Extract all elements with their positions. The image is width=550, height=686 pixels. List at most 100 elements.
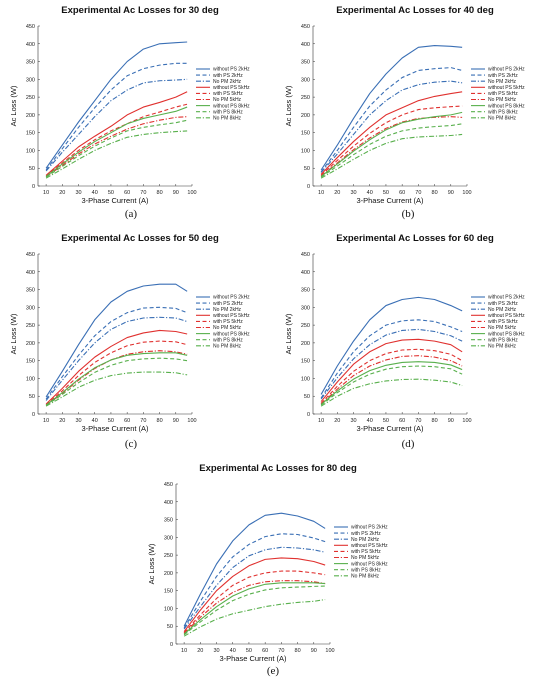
x-tick-label: 100 (462, 418, 471, 424)
legend-entry: without PS 5kHz (213, 85, 250, 91)
x-tick-label: 60 (262, 648, 268, 654)
series-line-8 (183, 585, 326, 636)
series-line-5 (320, 348, 463, 404)
y-tick-label: 400 (164, 500, 173, 506)
x-tick-label: 10 (318, 418, 324, 424)
y-tick-label: 50 (29, 166, 35, 172)
x-tick-label: 40 (92, 418, 98, 424)
y-tick-label: 350 (26, 60, 35, 66)
x-tick-label: 20 (59, 190, 65, 196)
series-line-4 (320, 91, 463, 175)
legend-entry: without PS 2kHz (488, 295, 525, 301)
y-tick-label: 250 (301, 323, 310, 329)
legend-entry: without PS 2kHz (488, 67, 525, 73)
y-tick-label: 300 (26, 305, 35, 311)
series-line-5 (45, 103, 188, 177)
y-tick-label: 300 (26, 77, 35, 83)
y-tick-label: 300 (301, 77, 310, 83)
y-tick-label: 400 (301, 42, 310, 48)
legend-entry: with PS 5kHz (213, 319, 243, 325)
series-line-4 (45, 329, 188, 405)
series-line-5 (45, 340, 188, 406)
y-tick-label: 350 (164, 518, 173, 524)
y-tick-label: 350 (26, 288, 35, 294)
legend-entry: No PM 8kHz (213, 344, 242, 350)
y-tick-label: 0 (32, 412, 35, 418)
legend-entry: without PS 8kHz (213, 331, 250, 337)
chart-60deg: Experimental Ac Losses for 60 deg 0 50 100 1… (284, 233, 525, 433)
y-tick-label: 300 (164, 535, 173, 541)
x-tick-label: 80 (432, 418, 438, 424)
x-tick-label: 10 (43, 418, 49, 424)
y-tick-label: 0 (170, 642, 173, 648)
series-line-6 (45, 116, 188, 178)
x-tick-label: 40 (367, 190, 373, 196)
series-line-5 (183, 570, 326, 633)
x-tick-label: 90 (173, 190, 179, 196)
series-line-1 (183, 512, 326, 627)
x-tick-label: 30 (350, 190, 356, 196)
legend-entry: without PS 2kHz (213, 295, 250, 301)
x-tick-label: 100 (187, 418, 196, 424)
caption-e: (e) (266, 665, 280, 677)
y-tick-label: 400 (26, 42, 35, 48)
y-tick-label: 50 (304, 394, 310, 400)
legend-entry: without PS 5kHz (488, 85, 525, 91)
x-tick-label: 60 (124, 418, 130, 424)
x-axis-label: 3-Phase Current (A) (219, 654, 287, 663)
series-line-8 (45, 119, 188, 178)
x-tick-label: 60 (399, 190, 405, 196)
y-tick-label: 200 (164, 571, 173, 577)
x-axis-label: 3-Phase Current (A) (356, 424, 424, 433)
series-line-9 (183, 599, 326, 637)
y-axis-label: Ac Loss (W) (9, 85, 18, 126)
y-tick-label: 350 (301, 288, 310, 294)
y-tick-label: 450 (301, 252, 310, 258)
legend-entry: without PS 5kHz (351, 543, 388, 549)
legend-entry: No PM 5kHz (213, 97, 242, 103)
legend-entry: No PM 2kHz (213, 307, 242, 313)
y-tick-label: 250 (26, 95, 35, 101)
legend-entry: No PM 2kHz (488, 307, 517, 313)
x-tick-label: 70 (140, 190, 146, 196)
x-tick-label: 20 (59, 418, 65, 424)
legend-entry: No PM 2kHz (213, 79, 242, 85)
x-tick-label: 70 (415, 418, 421, 424)
chart-40deg: Experimental Ac Losses for 40 deg 0 50 100 1… (284, 5, 525, 205)
x-tick-label: 60 (124, 190, 130, 196)
series-line-8 (320, 123, 463, 178)
caption-d: (d) (401, 438, 415, 450)
legend-entry: without PS 5kHz (213, 313, 250, 319)
y-tick-label: 100 (301, 148, 310, 154)
y-tick-label: 450 (26, 24, 35, 30)
y-tick-label: 450 (26, 252, 35, 258)
x-tick-label: 20 (334, 418, 340, 424)
y-tick-label: 250 (301, 95, 310, 101)
y-tick-label: 450 (301, 24, 310, 30)
y-tick-label: 150 (301, 359, 310, 365)
caption-a: (a) (124, 208, 138, 220)
legend-entry: with PS 2kHz (488, 73, 518, 79)
y-tick-label: 200 (26, 113, 35, 119)
series-line-7 (45, 352, 188, 406)
legend-entry: without PS 8kHz (488, 331, 525, 337)
x-tick-label: 70 (140, 418, 146, 424)
x-tick-label: 100 (462, 190, 471, 196)
x-tick-label: 70 (278, 648, 284, 654)
series-line-4 (320, 338, 463, 402)
x-tick-label: 30 (350, 418, 356, 424)
legend-entry: with PS 2kHz (351, 531, 381, 537)
legend-entry: No PM 8kHz (488, 344, 517, 350)
series-line-8 (45, 357, 188, 406)
legend-entry: with PS 8kHz (213, 109, 243, 115)
series-line-8 (320, 365, 463, 406)
y-tick-label: 200 (26, 341, 35, 347)
legend-entry: with PS 5kHz (351, 549, 381, 555)
legend-entry: No PM 5kHz (488, 325, 517, 331)
legend-entry: with PS 8kHz (488, 337, 518, 343)
y-axis-label: Ac Loss (W) (147, 543, 156, 584)
chart-panel-40deg: Experimental Ac Losses for 40 deg 0 50 100 1… (275, 0, 550, 228)
legend-entry: No PM 8kHz (488, 116, 517, 122)
y-tick-label: 50 (167, 624, 173, 630)
x-tick-label: 50 (383, 418, 389, 424)
